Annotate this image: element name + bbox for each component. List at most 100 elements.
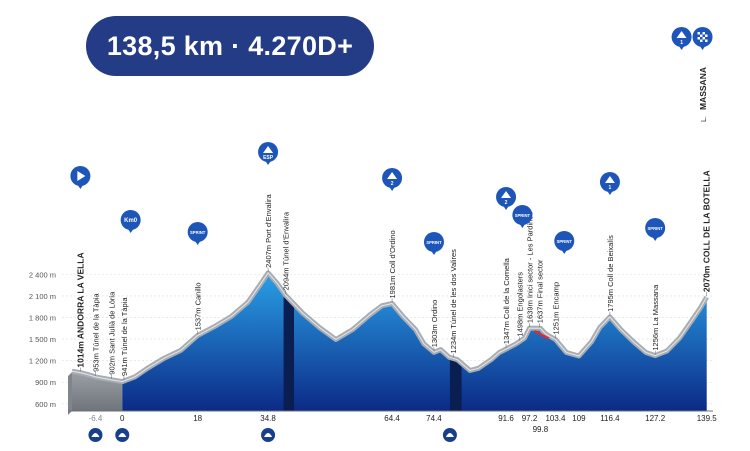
climb-marker: 2 [382, 168, 403, 191]
climb-category-label: 2 [391, 181, 394, 187]
profile-area-layer [68, 270, 709, 415]
y-tick-label: 2 400 m [29, 270, 56, 279]
point-label: 1256m La Massana [651, 284, 660, 351]
point-label-layer: 1014m ANDORRA LA VELLA 953m Túnel de la T… [75, 67, 711, 376]
y-tick-label: 600 m [35, 400, 56, 409]
km0-label: Km0 [124, 218, 138, 224]
axis-layer: 600 m 900 m 1 200 m 1 500 m 1 800 m 2 100 m 2 … [29, 270, 717, 434]
sprint-label: SPRINT [648, 226, 664, 231]
sprint-marker: SPRINT [512, 205, 533, 228]
sprint-label: SPRINT [557, 239, 573, 244]
x-tick-label: 0 [120, 414, 125, 423]
x-tick-label: 116.4 [600, 414, 620, 423]
marker-layer: Km0 SPRINT ESP 2 SPRINT 2 SPRINT SPRINT 1 SPRINT 1 [70, 27, 713, 255]
point-label: 902m Sant Julià de Lòria [107, 291, 116, 375]
marker-circle [645, 218, 666, 238]
sprint-marker: SPRINT [645, 218, 666, 241]
checkered-flag-cell [700, 34, 703, 37]
point-label: 1537m Canillo [194, 282, 203, 330]
x-tick-label: 18 [193, 414, 202, 423]
start-marker [70, 166, 91, 189]
marker-circle [554, 231, 575, 251]
mountain-icon [676, 31, 687, 38]
tunnel-sector-area [449, 358, 462, 411]
feed-zone-icon [442, 428, 457, 442]
climb-category-label: 2 [505, 200, 508, 206]
bidon-icon [91, 433, 100, 437]
distance-elevation-badge: 138,5 km · 4.270D+ [86, 16, 374, 76]
checkered-flag-cell [697, 37, 701, 40]
checkered-flag-cell [702, 39, 706, 42]
profile-side-wall [68, 372, 72, 415]
climb-marker: 1 [599, 172, 620, 195]
y-tick-label: 900 m [35, 378, 56, 387]
finish-marker [692, 27, 713, 50]
mountain-icon [501, 191, 512, 198]
climb-category-label: ESP [263, 155, 274, 161]
feed-icon-layer [88, 428, 457, 442]
climb-category-label: 1 [680, 40, 683, 46]
point-label: 953m Túnel de la Tàpia [91, 293, 100, 372]
point-label: 1639m Inici sector - Les Pardines [525, 212, 534, 324]
x-tick-label: 97.2 [522, 414, 538, 423]
checkered-flag-cell [700, 37, 703, 40]
x-tick-label: 74.4 [426, 414, 442, 423]
point-label: 1498m Engolasters [515, 272, 524, 337]
sprint-marker: SPRINT [554, 231, 575, 254]
x-tick-label: 91.6 [498, 414, 514, 423]
sprint-label: SPRINT [190, 230, 206, 235]
checkered-flag-cell [702, 37, 706, 40]
play-icon [77, 171, 86, 181]
point-label: 941m Túnel de la Tàpia [120, 297, 129, 376]
profile-ridge-highlight [71, 272, 708, 383]
checkered-flag-cell [705, 39, 708, 42]
checkered-flag-cell [697, 34, 701, 37]
x-tick-label: 139.5 [697, 414, 718, 423]
km0-marker: Km0 [120, 210, 141, 233]
marker-circle [512, 205, 533, 225]
x-tick-label: 64.4 [384, 414, 400, 423]
y-tick-label: 2 100 m [29, 292, 56, 301]
y-tick-label: 1 800 m [29, 314, 56, 323]
mountain-icon [604, 176, 615, 183]
x-tick-label: 127.2 [645, 414, 666, 423]
checkered-flag-cell [705, 34, 708, 37]
sprint-label: SPRINT [515, 213, 531, 218]
feed-zone-icon [88, 428, 103, 442]
checkered-flag-cell [700, 39, 703, 42]
checkered-flag-cell [697, 39, 701, 42]
gravel-sector-line [533, 330, 550, 340]
point-label: 1637m Final sector [536, 259, 545, 323]
checkered-flag-cell [705, 32, 708, 35]
point-label: 1795m Coll de Beixalís [606, 235, 615, 312]
sprint-marker: SPRINT [187, 222, 208, 245]
sprint-label: SPRINT [426, 240, 442, 245]
feed-zone-icon [261, 428, 276, 442]
profile-area [122, 273, 707, 411]
finish-top-label: MASSANA [698, 67, 708, 110]
tunnel-sector-area [283, 293, 295, 411]
climb-marker: ESP [258, 142, 279, 165]
y-tick-label: 1 500 m [29, 335, 56, 344]
feed-zone-icon [115, 428, 130, 442]
mountain-icon [263, 146, 274, 153]
checkered-flag-cell [702, 32, 706, 35]
point-label: 1981m Coll d'Ordino [388, 230, 397, 298]
mountain-icon [387, 172, 398, 179]
checkered-flag-cell [700, 32, 703, 35]
x-tick-label: 109 [572, 414, 586, 423]
checkered-flag-cell [702, 34, 706, 37]
checkered-flag-cell [697, 32, 701, 35]
marker-circle [120, 210, 141, 230]
finish-top-fragment: L. [701, 116, 708, 122]
marker-circle [423, 232, 444, 252]
point-label: 2094m Túnel d'Envalira [282, 211, 291, 290]
climb-category-label: 1 [609, 185, 612, 191]
climb-marker: 2 [496, 187, 517, 210]
y-tick-label: 1 200 m [29, 357, 56, 366]
x-tick-label: 34.8 [260, 414, 276, 423]
point-label: 1347m Coll de la Comella [502, 257, 511, 344]
point-label: 1303m Ordino [430, 300, 439, 348]
climb-marker: 1 [671, 27, 692, 50]
